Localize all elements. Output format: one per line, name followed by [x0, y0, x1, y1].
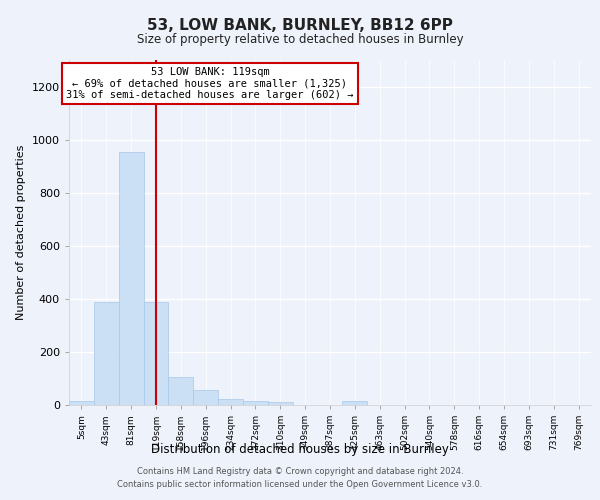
Bar [143, 302, 169, 405]
Bar [169, 377, 193, 405]
Text: Size of property relative to detached houses in Burnley: Size of property relative to detached ho… [137, 32, 463, 46]
Text: Contains HM Land Registry data © Crown copyright and database right 2024.
Contai: Contains HM Land Registry data © Crown c… [118, 468, 482, 489]
Bar [69, 401, 94, 405]
Bar [193, 390, 218, 405]
Text: Distribution of detached houses by size in Burnley: Distribution of detached houses by size … [151, 442, 449, 456]
Bar [119, 152, 143, 405]
Y-axis label: Number of detached properties: Number of detached properties [16, 145, 26, 320]
Bar [94, 302, 119, 405]
Bar [343, 401, 367, 405]
Bar [268, 402, 293, 405]
Bar [243, 401, 268, 405]
Text: 53, LOW BANK, BURNLEY, BB12 6PP: 53, LOW BANK, BURNLEY, BB12 6PP [147, 18, 453, 32]
Bar [218, 399, 243, 405]
Text: 53 LOW BANK: 119sqm
← 69% of detached houses are smaller (1,325)
31% of semi-det: 53 LOW BANK: 119sqm ← 69% of detached ho… [66, 67, 353, 100]
